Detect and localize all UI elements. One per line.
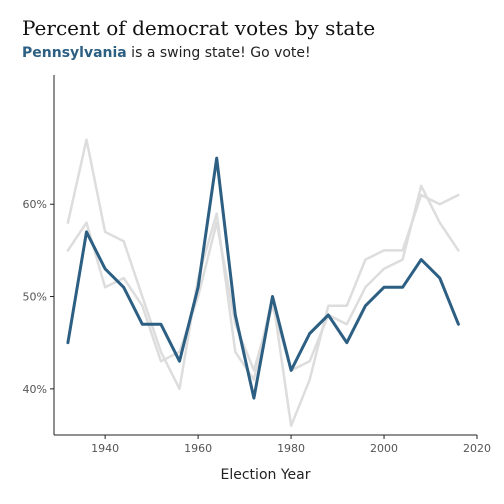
chart-title: Percent of democrat votes by state [22, 16, 376, 40]
tick-layer: 1940 1960 1980 2000 2020 40% 50% 60% [23, 198, 491, 455]
subtitle-text: is a swing state! Go vote! [126, 45, 311, 61]
x-tick-label: 1980 [277, 442, 305, 455]
series-line-highlight [66, 156, 460, 400]
series-line-background-2 [66, 184, 460, 372]
x-tick-label: 1940 [91, 442, 119, 455]
subtitle-highlight: Pennsylvania [22, 45, 127, 61]
chart-subtitle: Pennsylvania is a swing state! Go vote! [22, 45, 311, 61]
series-layer [66, 138, 460, 428]
y-tick-label: 60% [23, 198, 47, 211]
x-tick-label: 2020 [463, 442, 491, 455]
x-axis-title: Election Year [221, 467, 311, 483]
y-tick-label: 50% [23, 291, 47, 304]
x-tick-label: 2000 [370, 442, 398, 455]
y-tick-label: 40% [23, 383, 47, 396]
x-tick-label: 1960 [184, 442, 212, 455]
